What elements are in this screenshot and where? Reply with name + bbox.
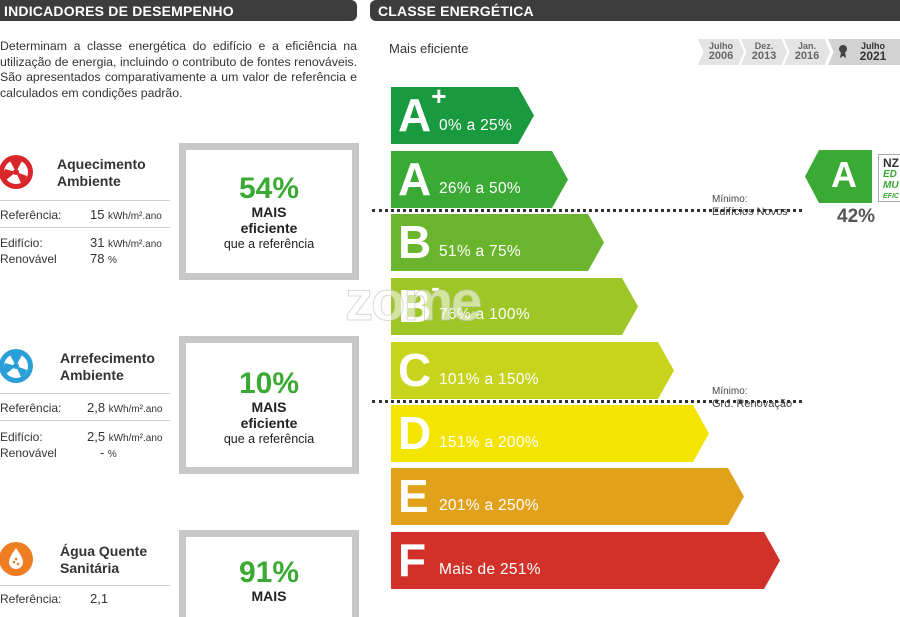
hot-water-efficiency-box: 91% MAIS	[179, 530, 359, 617]
current-class-arrow: A	[805, 150, 872, 203]
current-class-pct: 42%	[837, 206, 876, 227]
hot-water-icon	[0, 542, 33, 576]
nzeb-badge: NZ ED MU EFIC	[878, 154, 900, 202]
tab-2021[interactable]: Julho 2021	[828, 39, 900, 65]
indicators-header: INDICADORES DE DESEMPENHO	[0, 0, 357, 21]
minimum-new-line	[372, 209, 802, 212]
tab-2016[interactable]: Jan. 2016	[784, 39, 830, 65]
energy-class-header: CLASSE ENERGÉTICA	[370, 0, 900, 21]
class-bar-b-minus: B- 76% a 100%	[391, 278, 638, 335]
heating-ref-label: Referência:	[0, 208, 62, 222]
tab-2013[interactable]: Dez. 2013	[741, 39, 787, 65]
heating-title: Aquecimento Ambiente	[57, 156, 146, 189]
class-range: 76% a 100%	[439, 306, 530, 323]
cooling-ref-text: que a referência	[223, 432, 315, 446]
class-letter: E	[398, 470, 429, 522]
most-efficient-label: Mais eficiente	[389, 41, 469, 56]
divider	[0, 200, 170, 201]
cooling-efficiency-box: 10% MAIS eficiente que a referência	[179, 336, 359, 474]
intro-text: Determinam a classe energética do edifíc…	[0, 39, 357, 100]
cooling-renewable-label: Renovável	[0, 446, 57, 460]
heating-mais: MAIS	[251, 204, 287, 220]
heating-renewable-value: 78 %	[90, 251, 117, 266]
divider	[0, 393, 170, 394]
class-range: 26% a 50%	[439, 180, 521, 197]
divider	[0, 227, 170, 228]
class-range: 51% a 75%	[439, 243, 521, 260]
class-range: 201% a 250%	[439, 497, 539, 514]
heating-pct: 54%	[238, 172, 300, 205]
hot-water-ref-value: 2,1	[90, 591, 109, 606]
heating-ref-value: 15 kWh/m².ano	[90, 207, 162, 222]
class-bar-f: F Mais de 251%	[391, 532, 780, 589]
class-letter: B	[398, 216, 432, 268]
class-bar-b: B 51% a 75%	[391, 214, 604, 271]
cooling-building-label: Edifício:	[0, 430, 43, 444]
minimum-new-label: Mínimo: Edifícios Novos	[712, 194, 788, 218]
heating-efic: eficiente	[240, 220, 298, 236]
minimum-renov-line	[372, 400, 802, 403]
cooling-ref-value: 2,8 kWh/m².ano	[87, 400, 163, 415]
class-letter: B-	[398, 272, 440, 332]
heating-renewable-label: Renovável	[0, 252, 57, 266]
heating-fan-icon	[0, 155, 33, 189]
watermark: zome	[344, 269, 482, 333]
class-range: 151% a 200%	[439, 434, 539, 451]
class-letter: A	[398, 153, 432, 205]
class-letter: D	[398, 407, 432, 459]
class-range: Mais de 251%	[439, 561, 541, 578]
class-letter: C	[398, 344, 432, 396]
heating-ref-text: que a referência	[223, 237, 315, 251]
class-letter: A+	[398, 81, 447, 141]
hot-water-ref-label: Referência:	[0, 592, 62, 606]
cooling-fan-icon	[0, 349, 33, 383]
heating-building-label: Edifício:	[0, 236, 43, 250]
hot-water-title: Água Quente Sanitária	[60, 543, 148, 576]
heating-building-value: 31 kWh/m².ano	[90, 235, 162, 250]
divider	[0, 420, 170, 421]
cooling-pct: 10%	[238, 367, 300, 400]
class-bar-d: D 151% a 200%	[391, 405, 709, 462]
cooling-efic: eficiente	[240, 415, 298, 431]
class-range: 101% a 150%	[439, 371, 539, 388]
class-letter: F	[398, 534, 427, 586]
class-bar-e: E 201% a 250%	[391, 468, 744, 525]
award-icon	[839, 45, 847, 58]
divider	[0, 585, 170, 586]
class-bar-c: C 101% a 150%	[391, 342, 674, 399]
heating-efficiency-box: 54% MAIS eficiente que a referência	[179, 143, 359, 280]
tab-2006[interactable]: Julho 2006	[698, 39, 744, 65]
class-bar-a-plus: A+ 0% a 25%	[391, 87, 534, 144]
cooling-building-value: 2,5 kWh/m².ano	[87, 429, 163, 444]
class-bar-a: A 26% a 50%	[391, 151, 568, 208]
cooling-renewable-value: - %	[100, 445, 117, 460]
cooling-mais: MAIS	[251, 399, 287, 415]
hot-water-pct: 91%	[238, 556, 300, 589]
class-range: 0% a 25%	[439, 117, 513, 134]
cooling-title: Arrefecimento Ambiente	[60, 350, 155, 383]
minimum-renov-label: Mínimo: Grd. Renovação	[712, 386, 793, 410]
cooling-ref-label: Referência:	[0, 401, 62, 415]
hot-water-mais: MAIS	[251, 588, 287, 604]
